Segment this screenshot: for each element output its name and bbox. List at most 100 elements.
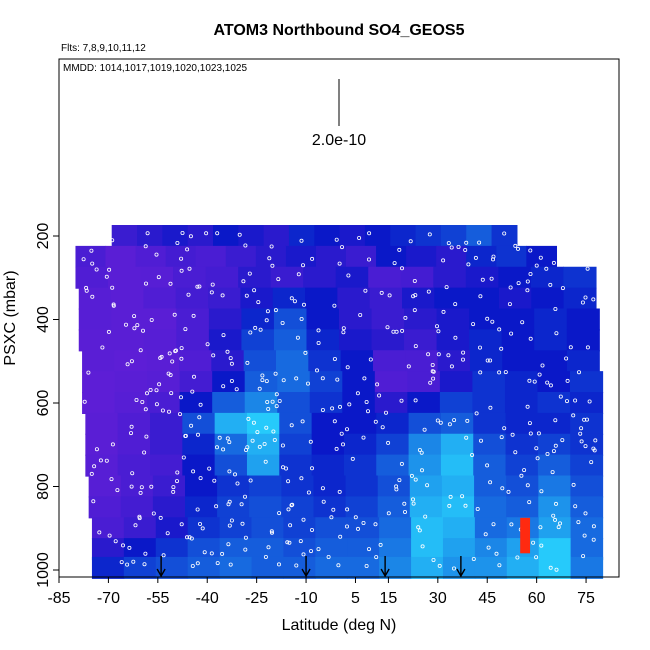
observation-point: [321, 499, 326, 504]
observation-point: [564, 356, 569, 361]
observation-point: [303, 350, 308, 355]
observation-point: [309, 466, 314, 471]
observation-point: [337, 489, 342, 494]
observation-point: [460, 357, 465, 362]
x-tick-label: 45: [478, 590, 496, 607]
observation-point: [174, 479, 179, 484]
observation-point: [499, 435, 504, 440]
observation-point: [252, 288, 257, 293]
observation-point: [246, 416, 251, 421]
x-tick-label: -55: [146, 590, 169, 607]
heat-cell: [208, 308, 243, 331]
heat-cell: [244, 371, 278, 394]
observation-point: [331, 507, 336, 512]
observation-point: [556, 525, 561, 530]
chart-title: ATOM3 Northbound SO4_GEOS5: [214, 22, 465, 39]
y-axis: 200 400 600 800 1000: [35, 223, 59, 588]
observation-point: [109, 477, 114, 482]
observation-point: [186, 292, 191, 297]
observation-point: [525, 279, 530, 284]
observation-point: [144, 434, 149, 439]
observation-point: [583, 511, 588, 516]
heat-cell: [249, 475, 282, 498]
heat-cell: [538, 517, 572, 540]
observation-point: [232, 472, 237, 477]
observation-point: [364, 564, 369, 569]
observation-point: [243, 535, 248, 540]
observation-point: [554, 331, 559, 336]
observation-point: [452, 418, 457, 423]
heat-cell: [376, 433, 410, 456]
dates-note: MMDD: 1014,1017,1019,1020,1023,1025: [63, 63, 247, 74]
observation-point: [548, 282, 553, 287]
observation-point: [228, 562, 233, 567]
observation-point: [97, 530, 102, 535]
observation-point: [214, 504, 219, 509]
heat-cell: [288, 225, 315, 247]
observation-point: [89, 248, 94, 253]
observation-point: [449, 364, 454, 369]
observation-point: [365, 409, 370, 414]
observation-point: [294, 563, 299, 568]
heat-cell: [187, 556, 221, 579]
observation-point: [361, 435, 366, 440]
heat-cell: [117, 454, 151, 477]
heat-cell: [273, 329, 308, 352]
observation-point: [158, 355, 163, 360]
heat-cell: [407, 392, 441, 414]
heat-cell: [342, 371, 376, 394]
observation-point: [135, 323, 140, 328]
observation-point: [527, 500, 532, 505]
observation-point: [502, 231, 507, 236]
heat-cell: [570, 517, 604, 540]
observation-point: [332, 303, 337, 308]
observation-point: [267, 256, 272, 261]
heat-cell: [346, 245, 377, 268]
observation-point: [127, 545, 132, 550]
observation-point: [585, 417, 590, 422]
observation-point: [497, 370, 502, 375]
observation-point: [143, 281, 148, 286]
observation-point: [456, 244, 461, 249]
heat-cell: [407, 371, 441, 394]
observation-point: [417, 528, 422, 533]
heat-cell: [570, 556, 604, 579]
flight-arrow: [301, 556, 311, 578]
observation-point: [299, 316, 304, 321]
heat-cell: [347, 538, 380, 561]
heat-cell: [219, 556, 253, 579]
observation-point: [310, 256, 315, 261]
heat-cell: [91, 556, 125, 579]
observation-point: [143, 407, 148, 412]
heat-cell: [240, 287, 274, 310]
observation-point: [140, 328, 145, 333]
heat-cell: [335, 266, 369, 289]
observation-point: [245, 360, 250, 365]
x-axis-label: Latitude (deg N): [282, 617, 397, 634]
heat-cell: [85, 454, 119, 477]
observation-point: [490, 257, 495, 262]
heat-cell: [498, 266, 532, 289]
observation-point: [286, 507, 291, 512]
observation-point: [539, 489, 544, 494]
heat-cell: [277, 371, 311, 394]
observation-point: [229, 378, 234, 383]
observation-point: [212, 478, 217, 483]
observation-point: [170, 359, 175, 364]
plot-frame: [58, 58, 620, 578]
observation-point: [111, 302, 116, 307]
heat-cell: [283, 517, 316, 540]
heat-cell: [374, 392, 408, 414]
observation-point: [425, 483, 430, 488]
observation-point: [486, 545, 491, 550]
observation-point: [205, 342, 210, 347]
observation-point: [558, 394, 563, 399]
observation-point: [386, 440, 391, 445]
heat-cell: [377, 496, 411, 519]
heat-cell: [143, 329, 177, 352]
observation-point: [124, 322, 129, 327]
observation-point: [341, 330, 346, 335]
heat-cell: [440, 412, 474, 435]
heat-cell: [182, 412, 216, 435]
heat-cell: [114, 371, 148, 394]
